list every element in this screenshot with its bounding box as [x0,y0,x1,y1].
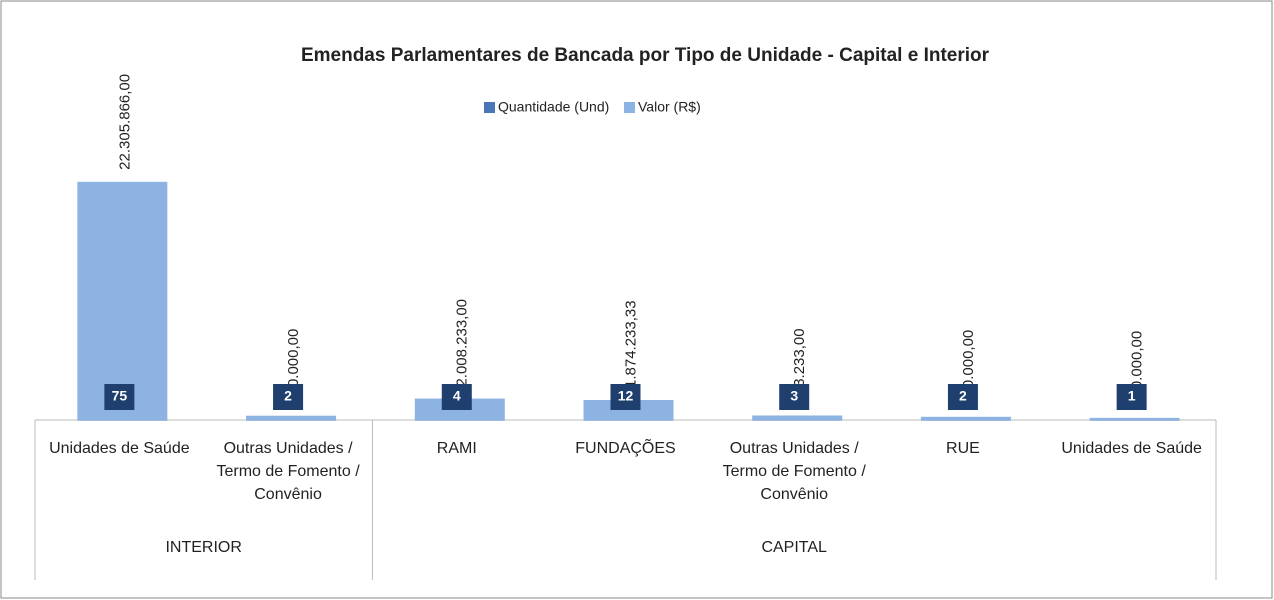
data-label-box [273,384,304,410]
bar [752,419,843,421]
data-label: 4 [453,388,461,404]
data-label-box [104,384,135,410]
bar [246,415,337,420]
data-label: 2 [959,388,967,404]
bar [77,181,168,420]
x-tick-label: Unidades de Saúde [49,440,190,457]
bar [920,416,1011,420]
x-tick-label: RAMI [436,440,477,457]
chart-title: Emendas Parlamentares de Bancada por Tip… [301,45,990,66]
data-label: 3 [790,388,798,404]
data-label-box [1116,384,1147,410]
data-label: 12 [618,388,634,404]
x-tick-label: FUNDAÇÕES [575,440,676,457]
group-label: INTERIOR [165,539,242,556]
bar [1089,417,1180,420]
data-label: 75 [112,388,128,404]
data-label: 1.874.233,33 [622,300,639,388]
x-tick-label: Outras Unidades / Termo de Fomento / Con… [216,440,360,503]
data-label-box [779,384,810,410]
data-label-box [441,384,472,410]
x-tick-label: Outras Unidades / Termo de Fomento / Con… [722,440,866,503]
bar [414,419,505,421]
data-label: 22.305.866,00 [116,74,133,170]
bar [583,419,674,421]
legend-swatch [484,102,495,113]
legend-swatch [624,102,635,113]
legend-label: Quantidade (Und) [498,99,609,115]
x-tick-label: RUE [946,440,980,457]
data-label: 2.008.233,00 [454,299,471,387]
bar [77,419,168,421]
legend-label: Valor (R$) [638,99,701,115]
bar [1089,420,1180,421]
group-label: CAPITAL [761,539,827,556]
bar [246,419,337,421]
bar [752,415,843,420]
data-label-box [610,384,641,410]
data-label-box [947,384,978,410]
data-label: 1 [1128,388,1136,404]
x-tick-label: Unidades de Saúde [1061,440,1202,457]
data-label: 2 [284,388,292,404]
bar [920,419,1011,421]
